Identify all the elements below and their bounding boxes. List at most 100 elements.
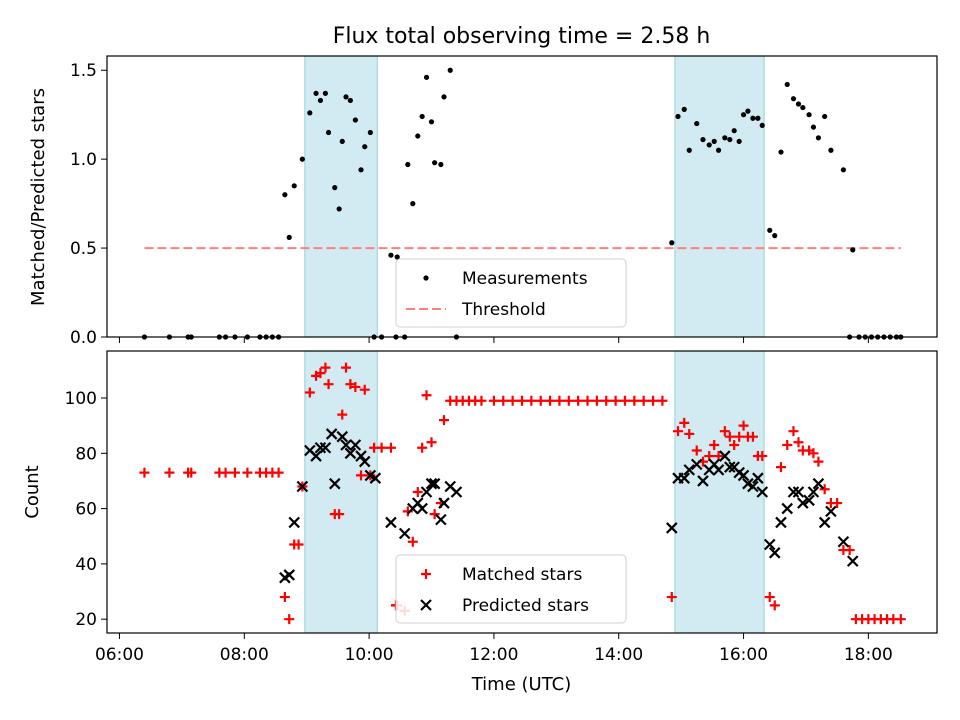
predicted-star-marker [792,486,805,498]
predicted-star-marker [344,447,357,460]
measurement-point [740,112,747,118]
matched-star-marker [526,395,537,406]
matched-star-marker [315,368,326,379]
measurement-point [367,129,373,136]
matched-star-marker [563,395,574,406]
predicted-star-marker [803,494,815,507]
shaded-intervals [304,55,765,338]
measurement-point [307,110,313,116]
measurement-point [722,135,728,141]
matched-star-marker [323,379,334,390]
matched-star-marker [554,395,565,406]
matched-star-marker [279,592,290,603]
matched-star-marker [139,467,150,478]
measurement-point [675,113,681,120]
matched-star-marker [385,442,396,453]
predicted-star-marker [712,464,725,476]
matched-star-marker [517,395,527,406]
measurement-point [336,206,342,212]
matched-star-marker [764,592,775,603]
matched-star-marker [293,539,304,550]
measurement-point [745,108,751,114]
legend-label: Threshold [461,300,546,320]
matched-star-marker [648,395,659,406]
measurement-point [405,161,411,168]
predicted-star-marker [678,472,691,484]
matched-star-marker [591,395,602,406]
predicted-star-marker [336,430,349,443]
matched-star-marker [582,395,593,406]
legend-top: Measurements Threshold [395,258,627,328]
matched-star-marker [304,387,315,398]
predicted-star-marker [358,455,371,468]
matched-star-marker [421,390,432,401]
matched-star-marker [782,440,793,450]
plot-frame-top [106,55,938,338]
matched-star-marker [476,395,487,406]
predicted-star-marker [425,477,438,490]
matched-star-marker [242,467,253,478]
x-tick-label: 06:00 [95,645,144,665]
matched-star-marker [638,395,649,406]
predicted-star-marker [818,516,831,529]
measurement-point [415,133,421,139]
measurement-point [332,185,338,191]
shaded-interval [304,350,378,634]
matched-star-marker [832,498,843,509]
measurement-point [800,104,806,111]
measurement-point [282,192,288,198]
matched-star-marker [738,420,749,431]
measurement-point [736,138,742,144]
predicted-star-marker [837,535,850,548]
predicted-star-marker [781,502,794,515]
y-tick-label: 60 [75,500,97,520]
matched-star-marker [666,592,677,603]
measurement-point [790,96,797,102]
matched-star-marker [355,470,366,481]
shaded-interval [674,55,765,338]
legend-bottom: Matched stars Predicted stars [395,554,627,624]
y-tick-label: 0.5 [70,239,97,259]
measurement-point [727,136,733,143]
measurement-point [423,74,430,80]
matched-star-marker [426,437,437,448]
matched-star-marker [186,467,197,478]
matched-star-marker [334,509,345,520]
matched-star-marker [895,614,906,625]
predicted-star-marker [768,547,781,559]
measurement-point [352,117,358,123]
matched-star-marker [337,409,348,420]
predicted-star-marker [416,502,428,515]
matched-star-marker [679,417,690,428]
measurement-point [815,135,822,141]
matched-star-marker [769,600,780,611]
matched-star-marker [229,467,240,478]
matched-star-marker [273,467,284,478]
matched-star-marker [813,456,824,467]
predicted-star-marker [435,513,447,526]
predicted-star-marker [438,497,450,509]
measurement-point [447,67,453,73]
y-tick-label: 1.5 [70,61,97,81]
measurement-point [731,128,737,134]
matched-star-marker [376,442,387,453]
matched-star-marker [220,467,231,478]
measurement-point [428,119,435,125]
predicted-star-marker [319,441,332,454]
y-axis-top: 0.0 0.5 1.0 1.5 [70,61,107,348]
predicted-star-marker [428,477,441,490]
measurement-point [343,94,349,100]
predicted-star-marker [329,477,341,490]
shaded-interval [674,350,765,634]
legend-label: Predicted stars [462,596,589,616]
matched-star-marker [407,536,418,547]
legend-marker [420,599,432,611]
y-tick-label: 20 [75,610,97,630]
matched-star-marker [535,395,546,406]
x-axis-label: Time (UTC) [471,674,572,695]
measurement-point [755,115,761,121]
matched-star-marker [429,509,440,520]
predicted-star-marker [719,450,731,462]
predicted-star-marker [340,439,352,451]
x-tick-label: 08:00 [220,645,269,665]
